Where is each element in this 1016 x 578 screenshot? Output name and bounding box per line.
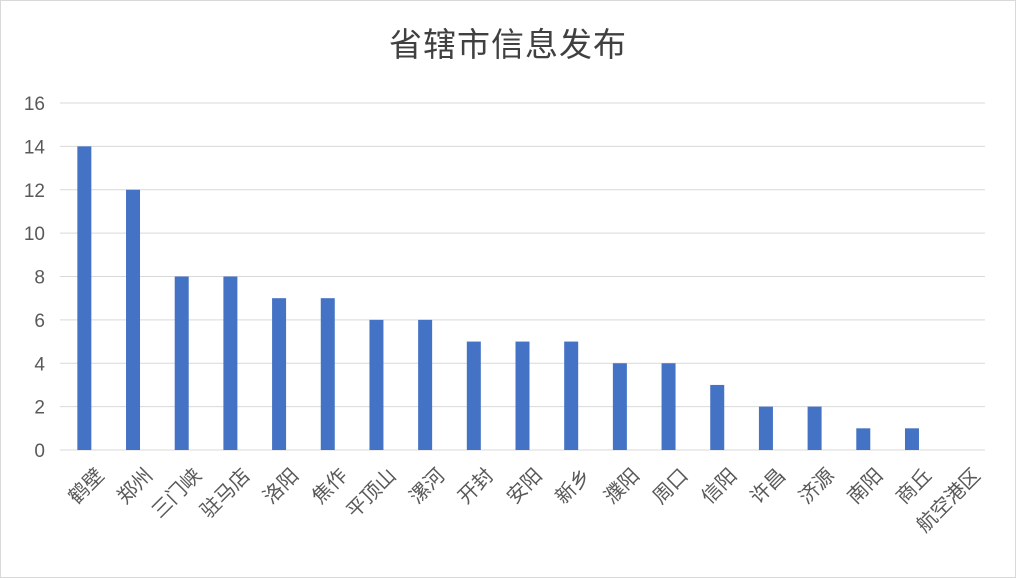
bar-信阳 <box>710 384 725 450</box>
x-category-label: 濮阳 <box>599 463 644 508</box>
bar-鹤壁 <box>77 146 92 450</box>
x-category-label: 鹤壁 <box>63 463 108 508</box>
bar-济源 <box>807 406 822 450</box>
bars <box>77 146 919 450</box>
bar-许昌 <box>758 406 773 450</box>
bar-焦作 <box>320 298 335 450</box>
bar-南阳 <box>856 428 871 450</box>
y-tick-label: 6 <box>34 311 45 332</box>
x-category-label: 漯河 <box>404 463 449 508</box>
x-category-label: 洛阳 <box>258 463 303 508</box>
bar-安阳 <box>515 341 530 450</box>
bar-驻马店 <box>223 276 238 450</box>
x-category-label: 驻马店 <box>195 463 254 522</box>
bar-漯河 <box>418 319 433 450</box>
y-tick-label: 10 <box>24 224 45 245</box>
y-tick-label: 2 <box>34 398 45 419</box>
bar-平顶山 <box>369 319 384 450</box>
bar-三门峡 <box>174 276 189 450</box>
bar-商丘 <box>904 428 919 450</box>
x-category-label: 三门峡 <box>147 463 206 522</box>
bar-开封 <box>466 341 481 450</box>
bar-周口 <box>661 363 676 450</box>
y-tick-label: 14 <box>24 137 46 158</box>
x-category-label: 安阳 <box>502 463 547 508</box>
x-category-label: 信阳 <box>696 463 741 508</box>
y-tick-label: 16 <box>24 94 45 115</box>
x-category-label: 平顶山 <box>341 463 400 522</box>
bar-新乡 <box>564 341 579 450</box>
y-tick-label: 12 <box>24 181 45 202</box>
x-category-label: 南阳 <box>842 463 887 508</box>
y-tick-label: 4 <box>34 354 45 375</box>
chart-title: 省辖市信息发布 <box>389 25 627 64</box>
x-category-label: 周口 <box>648 463 693 508</box>
bar-濮阳 <box>612 363 627 450</box>
y-axis-tick-labels: 0 2 4 6 8 10 12 14 16 <box>24 94 46 462</box>
y-tick-label: 0 <box>34 441 45 462</box>
y-tick-label: 8 <box>34 268 45 289</box>
x-category-label: 开封 <box>453 463 498 508</box>
x-category-label: 新乡 <box>550 463 595 508</box>
bar-郑州 <box>126 189 141 450</box>
x-category-label: 济源 <box>794 463 839 508</box>
bar-洛阳 <box>272 298 287 450</box>
x-category-label: 许昌 <box>745 463 790 508</box>
